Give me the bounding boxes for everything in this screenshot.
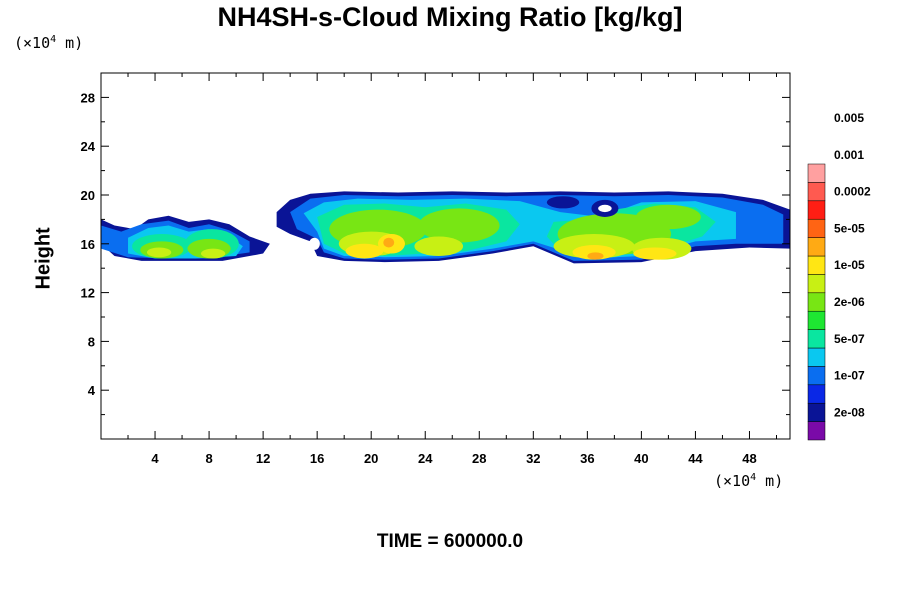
contour-region bbox=[200, 248, 226, 259]
colorbar-label: 1e-07 bbox=[834, 369, 865, 383]
colorbar-swatch bbox=[807, 366, 826, 386]
contour-region bbox=[146, 247, 172, 258]
y-axis-unit-label: (×104 m) bbox=[14, 34, 84, 52]
colorbar-swatch bbox=[807, 200, 826, 220]
x-tick-label: 20 bbox=[364, 451, 378, 466]
contour-region bbox=[572, 245, 616, 260]
contour-region bbox=[345, 243, 384, 259]
x-tick-label: 28 bbox=[472, 451, 486, 466]
y-tick-label: 20 bbox=[81, 188, 95, 203]
x-tick-label: 16 bbox=[310, 451, 324, 466]
y-axis: 4 8 12 16 20 24 28 bbox=[81, 90, 790, 416]
contour-region bbox=[587, 252, 604, 260]
colorbar-swatch bbox=[807, 329, 826, 349]
x-tick-label: 44 bbox=[688, 451, 703, 466]
colorbar-swatch bbox=[807, 182, 826, 202]
y-tick-label: 16 bbox=[81, 237, 95, 252]
y-tick-label: 24 bbox=[81, 139, 96, 154]
x-tick-label: 8 bbox=[205, 451, 212, 466]
y-tick-label: 4 bbox=[88, 383, 96, 398]
time-label: TIME = 600000.0 bbox=[376, 531, 524, 552]
contour-field bbox=[101, 191, 790, 264]
x-tick-label: 48 bbox=[742, 451, 756, 466]
contour-region bbox=[414, 236, 464, 256]
colorbar-swatch bbox=[807, 347, 826, 367]
y-tick-label: 8 bbox=[88, 334, 95, 349]
colorbar-swatch bbox=[807, 292, 826, 312]
colorbar-label: 5e-05 bbox=[834, 221, 865, 235]
contour-region bbox=[546, 196, 580, 209]
colorbar-swatch bbox=[807, 402, 826, 422]
contour-region bbox=[383, 237, 395, 248]
colorbar: 2e-08 1e-07 5e-07 2e-06 1e-05 5e-05 0.0002 0.00… bbox=[807, 111, 871, 441]
colorbar-swatch bbox=[807, 163, 826, 183]
clear-gap bbox=[309, 237, 320, 250]
y-tick-label: 28 bbox=[81, 90, 95, 105]
x-tick-label: 40 bbox=[634, 451, 648, 466]
clear-gap bbox=[598, 204, 612, 213]
colorbar-label: 5e-07 bbox=[834, 332, 865, 346]
y-tick-label: 12 bbox=[81, 286, 95, 301]
colorbar-label: 0.001 bbox=[834, 148, 864, 162]
x-tick-label: 36 bbox=[580, 451, 594, 466]
x-tick-label: 24 bbox=[418, 451, 433, 466]
colorbar-label: 1e-05 bbox=[834, 258, 865, 272]
colorbar-swatch bbox=[807, 255, 826, 275]
contour-region bbox=[418, 208, 500, 243]
x-tick-label: 32 bbox=[526, 451, 540, 466]
colorbar-swatch bbox=[807, 274, 826, 294]
colorbar-label: 2e-08 bbox=[834, 405, 865, 419]
colorbar-label: 2e-06 bbox=[834, 295, 865, 309]
x-tick-label: 4 bbox=[151, 451, 159, 466]
contour-region bbox=[635, 204, 701, 230]
x-axis: 4 8 12 16 20 24 28 32 36 40 44 48 bbox=[127, 73, 777, 466]
colorbar-swatch bbox=[807, 218, 826, 238]
plot-frame bbox=[100, 72, 791, 440]
x-axis-unit-label: (×104 m) bbox=[714, 472, 784, 490]
colorbar-label: 0.0002 bbox=[834, 185, 871, 199]
colorbar-swatch bbox=[807, 310, 826, 330]
colorbar-swatch bbox=[807, 384, 826, 404]
x-tick-label: 12 bbox=[256, 451, 270, 466]
chart-title: NH4SH-s-Cloud Mixing Ratio [kg/kg] bbox=[217, 2, 683, 32]
colorbar-swatch bbox=[807, 421, 826, 441]
colorbar-label: 0.005 bbox=[834, 111, 864, 125]
colorbar-swatch bbox=[807, 237, 826, 257]
contour-region bbox=[633, 247, 677, 260]
